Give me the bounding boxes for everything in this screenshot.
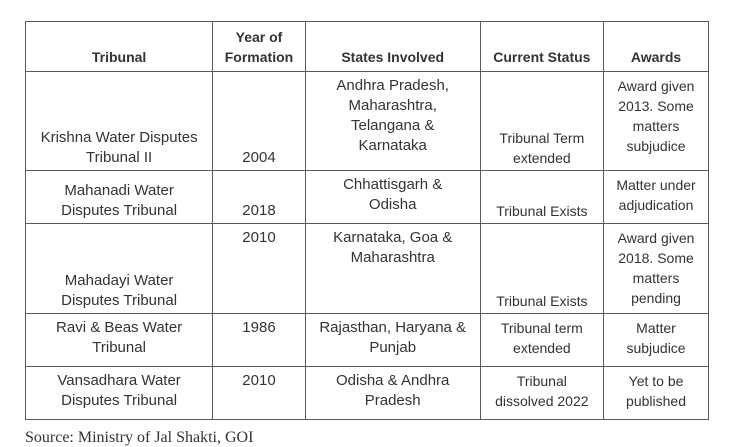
cell-status: Tribunal Term extended xyxy=(479,71,605,171)
table-row: Mahanadi Water Disputes Tribunal 2018 Chh… xyxy=(24,170,709,224)
cell-tribunal: Vansadhara Water Disputes Tribunal xyxy=(24,366,214,420)
source-note: Source: Ministry of Jal Shakti, GOI xyxy=(25,429,254,446)
table-row: Krishna Water Disputes Tribunal II 2004 A… xyxy=(24,71,709,171)
cell-year: 2018 xyxy=(212,170,306,224)
cell-tribunal: Mahanadi Water Disputes Tribunal xyxy=(24,170,214,224)
header-year-line1: Year of xyxy=(235,29,283,45)
header-row: Tribunal Year of Formation States Involv… xyxy=(24,21,709,72)
cell-year: 2010 xyxy=(212,366,306,420)
cell-awards: Yet to be published xyxy=(603,366,709,420)
table-row: Vansadhara Water Disputes Tribunal 2010 O… xyxy=(24,366,709,420)
cell-states: Odisha & Andhra Pradesh xyxy=(304,366,481,420)
cell-status: Tribunal dissolved 2022 xyxy=(479,366,605,420)
header-year: Year of Formation xyxy=(212,21,306,72)
header-awards: Awards xyxy=(603,21,709,72)
cell-year: 2004 xyxy=(212,71,306,171)
header-tribunal: Tribunal xyxy=(24,21,214,72)
cell-tribunal: Krishna Water Disputes Tribunal II xyxy=(24,71,214,171)
cell-status: Tribunal term extended xyxy=(479,313,605,367)
cell-states: Karnataka, Goa & Maharashtra xyxy=(304,223,481,314)
cell-status: Tribunal Exists xyxy=(479,170,605,224)
cell-awards: Matter under adjudication xyxy=(603,170,709,224)
cell-awards: Award given 2013. Some matters subjudice xyxy=(603,71,709,171)
table-row: Ravi & Beas Water Tribunal 1986 Rajasthan… xyxy=(24,313,709,367)
cell-year: 2010 xyxy=(212,223,306,314)
cell-year: 1986 xyxy=(212,313,306,367)
cell-states: Chhattisgarh & Odisha xyxy=(304,170,481,224)
tribunals-table: Tribunal Year of Formation States Involv… xyxy=(24,21,709,420)
header-year-line2: Formation xyxy=(224,49,294,65)
header-states: States Involved xyxy=(304,21,481,72)
cell-tribunal: Ravi & Beas Water Tribunal xyxy=(24,313,214,367)
cell-states: Andhra Pradesh, Maharashtra, Telangana & Ka… xyxy=(304,71,481,171)
header-status: Current Status xyxy=(479,21,605,72)
cell-awards: Award given 2018. Some matters pending xyxy=(603,223,709,314)
cell-status: Tribunal Exists xyxy=(479,223,605,314)
cell-awards: Matter subjudice xyxy=(603,313,709,367)
cell-states: Rajasthan, Haryana & Punjab xyxy=(304,313,481,367)
cell-tribunal: Mahadayi Water Disputes Tribunal xyxy=(24,223,214,314)
table-row: Mahadayi Water Disputes Tribunal 2010 Kar… xyxy=(24,223,709,314)
